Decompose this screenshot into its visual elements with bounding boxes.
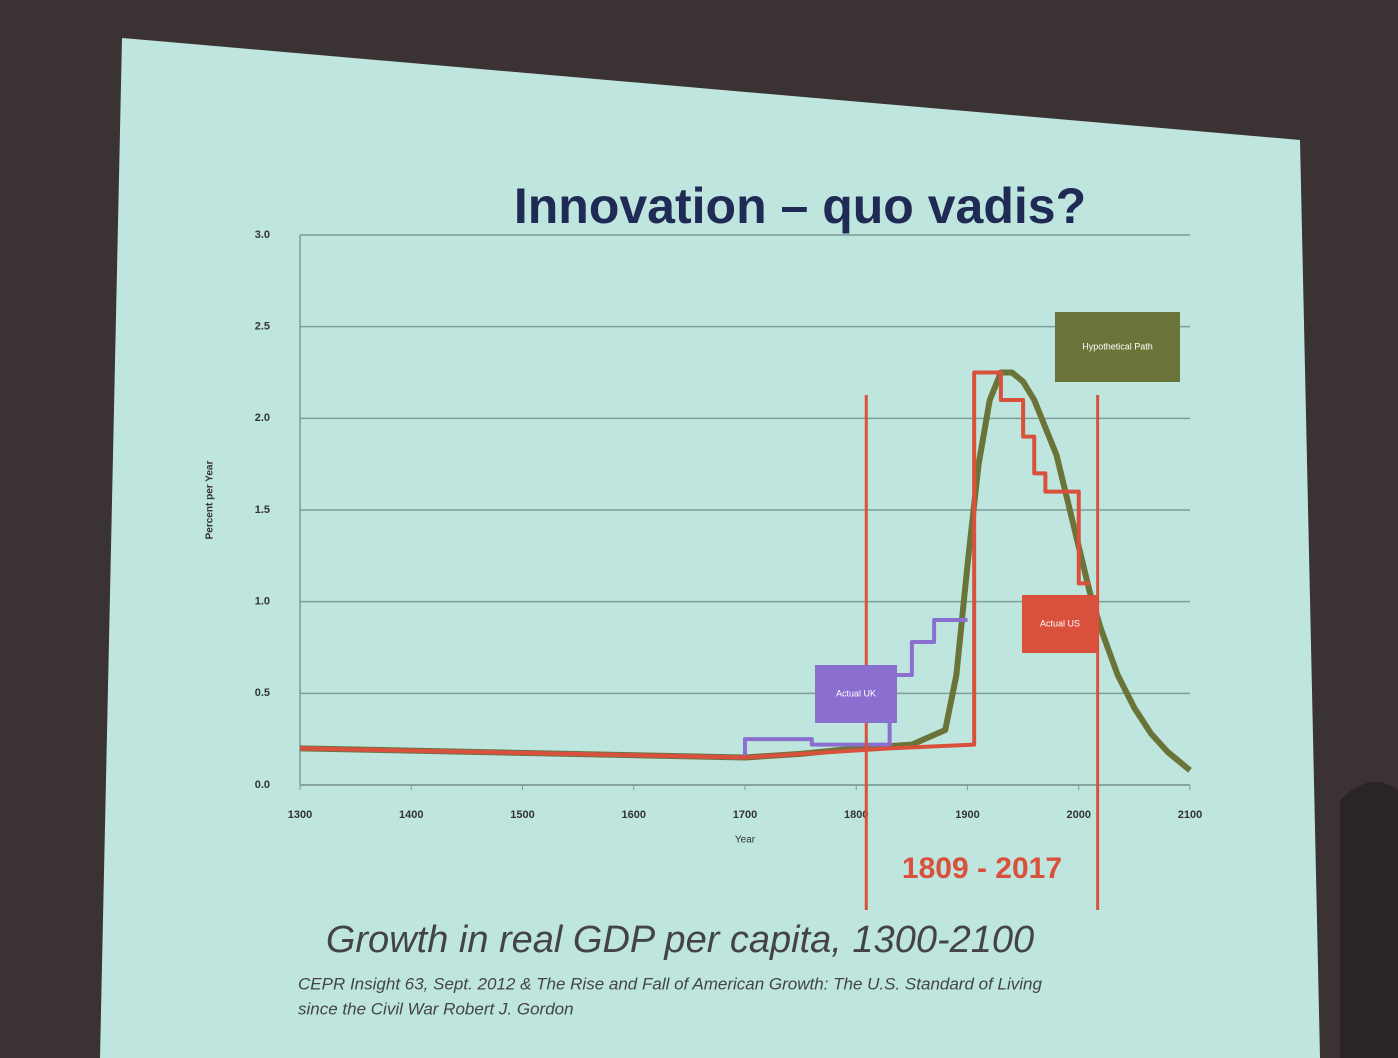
presenter-silhouette [1340,782,1398,1058]
source-line: CEPR Insight 63, Sept. 2012 & The Rise a… [298,974,1043,993]
x-tick-label: 1700 [733,809,757,821]
x-tick-label: 2000 [1067,809,1091,821]
legend-label: Hypothetical Path [1082,341,1153,351]
y-tick-label: 2.0 [255,412,270,424]
legend-label: Actual UK [836,688,876,698]
x-tick-label: 1900 [955,809,979,821]
x-tick-label: 1600 [622,809,646,821]
slide-photo: Innovation – quo vadis? Percent per Year… [0,0,1398,1058]
page: Innovation – quo vadis? Percent per Year… [0,0,1398,1058]
caption: Growth in real GDP per capita, 1300-2100 [326,919,1034,961]
x-tick-label: 1300 [288,809,312,821]
y-tick-label: 0.0 [255,779,270,791]
y-tick-label: 0.5 [255,687,270,699]
x-tick-label: 1500 [510,809,534,821]
highlight-label: 1809 - 2017 [902,852,1062,885]
legend-label: Actual US [1040,618,1080,628]
chart-title: Innovation – quo vadis? [514,178,1086,234]
y-tick-label: 3.0 [255,229,270,241]
x-tick-label: 2100 [1178,809,1202,821]
y-tick-label: 1.0 [255,596,270,608]
y-axis-label: Percent per Year [205,461,216,540]
x-axis-label: Year [735,835,756,846]
y-tick-label: 2.5 [255,321,270,333]
y-tick-label: 1.5 [255,504,270,516]
source-line: since the Civil War Robert J. Gordon [298,999,574,1018]
x-tick-label: 1400 [399,809,423,821]
